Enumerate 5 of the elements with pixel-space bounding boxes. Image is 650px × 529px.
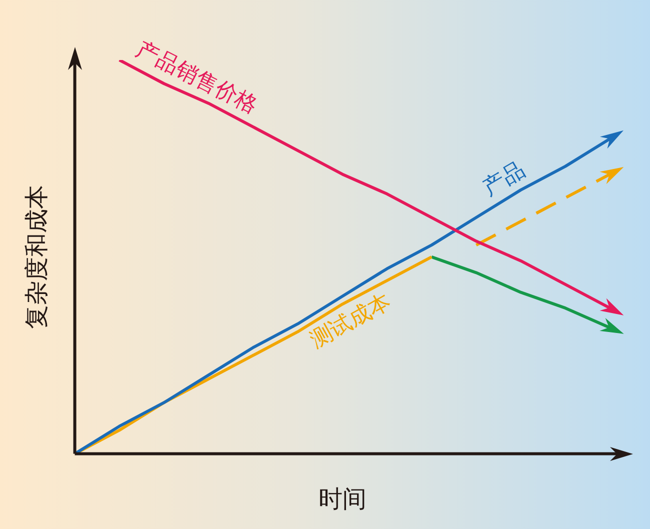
text: 产品销售价格 [132,37,262,119]
x-axis-title: 时间 [318,484,366,513]
y-axis-title: 复杂度和成本 [22,184,51,329]
text: 产品 [478,157,530,202]
text: 测试成本 [306,288,396,354]
